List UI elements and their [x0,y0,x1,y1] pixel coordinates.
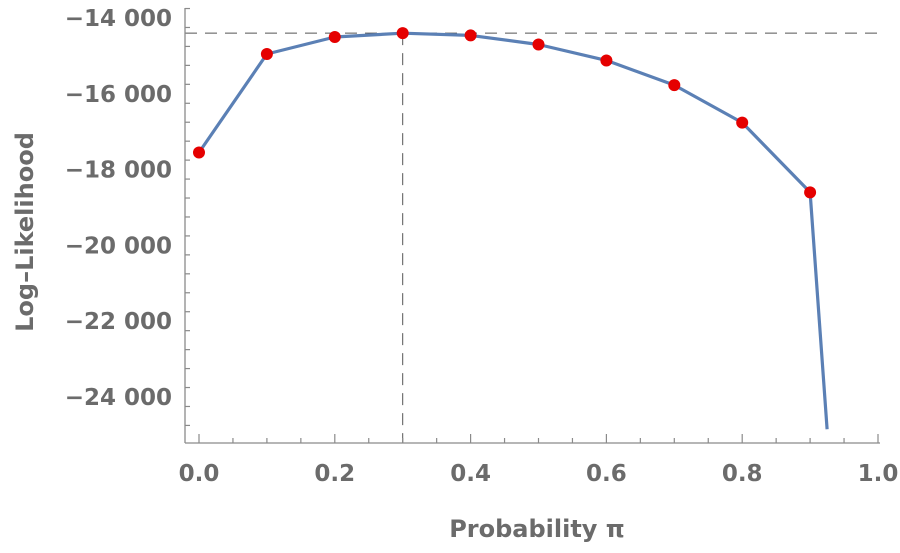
x-axis-title: Probability π [449,515,625,543]
data-point [328,30,341,43]
data-point [464,29,477,42]
y-tick-label: −14 000 [65,6,172,32]
x-tick-label: 0.6 [586,461,627,487]
y-tick-label: −16 000 [65,82,172,108]
points-layer [193,27,817,199]
data-point [668,79,681,92]
y-tick-label: −20 000 [65,233,172,259]
y-tick-label: −24 000 [65,385,172,411]
x-tick-label: 1.0 [858,461,899,487]
data-point [736,116,749,129]
series-line [197,31,829,430]
data-point [532,38,545,51]
y-axis-title: Log–Likelihood [11,132,39,332]
data-point [600,54,613,67]
axes: −14 000 −16 000 −18 000 −20 000 −22 000 −24 0… [65,6,899,487]
x-tick-label: 0.2 [314,461,355,487]
y-tick-label: −18 000 [65,158,172,184]
reference-lines [185,32,880,443]
series-layer [197,31,829,430]
x-tick-label: 0.8 [722,461,763,487]
data-point [193,146,205,159]
x-tick-label: 0.0 [179,461,220,487]
x-tick-label: 0.4 [450,461,491,487]
data-point [804,186,817,199]
y-tick-label: −22 000 [65,309,172,335]
data-point [260,48,273,61]
data-point [396,27,409,40]
